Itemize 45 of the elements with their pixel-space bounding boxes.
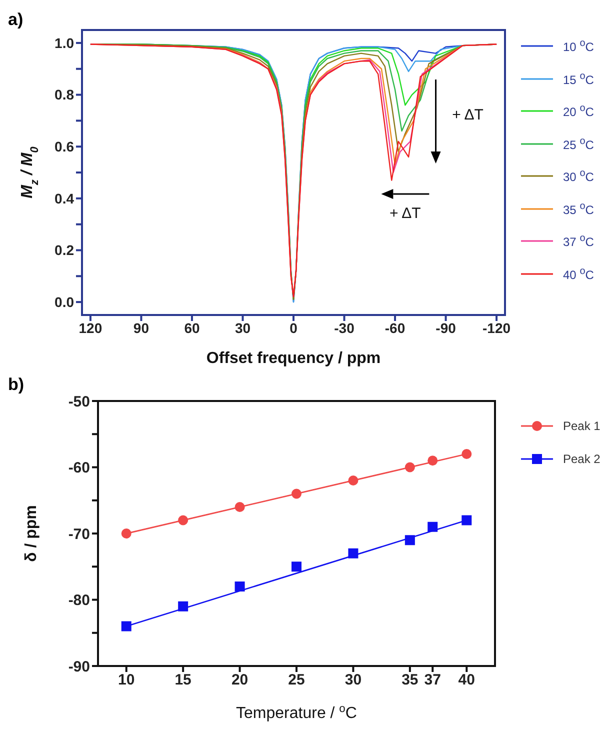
x-axis-title: Offset frequency / ppm <box>206 350 381 367</box>
legend-label: 15 $^{o}$C <box>563 70 594 87</box>
legend-label: Peak 2 <box>563 452 600 466</box>
legend-label: 37 $^{o}$C <box>563 233 594 250</box>
y-tick-label: 0.4 <box>54 190 74 206</box>
y-tick-label: 1.0 <box>54 34 74 51</box>
x-tick-label: 120 <box>78 320 102 336</box>
y-tick-label: 0.8 <box>54 86 74 103</box>
x-tick-label: 15 <box>174 672 192 689</box>
x-tick-label: 25 <box>288 672 305 689</box>
x-tick-label: 37 <box>424 672 441 689</box>
annotation: + ΔT <box>390 204 421 222</box>
x-tick-label: -30 <box>334 320 355 336</box>
text: b) <box>8 375 24 395</box>
x-tick-label: -120 <box>482 320 511 336</box>
x-tick-label: 40 <box>458 672 475 689</box>
x-tick-label: 30 <box>234 320 251 336</box>
legend-label: 40 $^{o}$C <box>563 266 594 282</box>
y-tick-label: 0.6 <box>54 138 74 155</box>
text: a) <box>8 10 24 30</box>
annotation: + ΔT <box>452 106 484 124</box>
x-tick-label: 20 <box>231 672 248 689</box>
legend-label: 10 $^{o}$C <box>563 38 594 54</box>
legend-label: 30 $^{o}$C <box>563 168 594 184</box>
legend-label: 35 $^{o}$C <box>563 200 594 217</box>
x-tick-label: 35 <box>402 672 418 689</box>
y-tick-label: -70 <box>68 526 90 543</box>
x-tick-label: -60 <box>384 320 406 336</box>
x-tick-label: 30 <box>344 672 362 689</box>
y-tick-label: -90 <box>68 658 90 676</box>
legend-label: 25 $^{o}$C <box>563 136 594 152</box>
y-tick-label: -50 <box>68 393 90 410</box>
legend-label: Peak 1 <box>563 418 600 432</box>
x-tick-label: 0 <box>290 320 298 336</box>
y-tick-label: 0.0 <box>54 294 74 310</box>
y-tick-label: -80 <box>68 592 90 610</box>
y-tick-label: 0.2 <box>54 242 74 258</box>
x-tick-label: -90 <box>436 320 456 336</box>
x-tick-label: 10 <box>118 672 135 689</box>
x-axis-title: Temperature / $^{o}$C <box>236 703 357 722</box>
y-tick-label: -60 <box>68 460 90 477</box>
y-axis-title: δ / ppm <box>23 505 40 562</box>
x-tick-label: 60 <box>184 320 200 336</box>
legend-label: 20 $^{o}$C <box>563 103 594 120</box>
x-tick-label: 90 <box>133 320 150 336</box>
